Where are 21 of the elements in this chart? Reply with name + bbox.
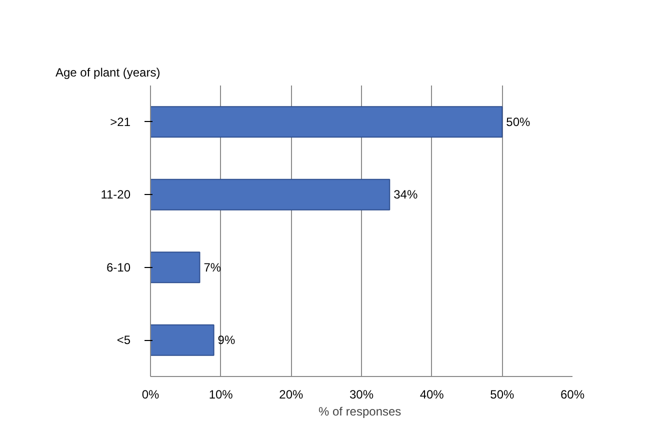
data-label: 34% (394, 188, 418, 202)
bar (150, 178, 390, 210)
x-tick-label: 20% (279, 388, 304, 402)
data-label: 9% (218, 333, 236, 348)
x-tick-label: 40% (420, 388, 444, 402)
bar (150, 106, 503, 138)
x-axis-title: % of responses (318, 404, 402, 418)
y-tick-label: >21 (110, 114, 131, 129)
y-tick-label: 6-10 (106, 260, 131, 274)
x-tick-label: 10% (208, 388, 234, 402)
x-tick-label: 50% (490, 388, 515, 402)
x-tick-label: 60% (560, 388, 585, 402)
data-label: 50% (506, 114, 531, 129)
y-tick-label: 11-20 (100, 188, 131, 202)
x-tick-label: 30% (349, 388, 374, 402)
bar (150, 252, 200, 284)
x-tick-label: 0% (142, 388, 160, 402)
data-label: 7% (204, 260, 222, 274)
y-tick-label: <5 (116, 333, 131, 348)
y-axis-title: Age of plant (years) (56, 66, 160, 80)
bar (150, 324, 214, 356)
